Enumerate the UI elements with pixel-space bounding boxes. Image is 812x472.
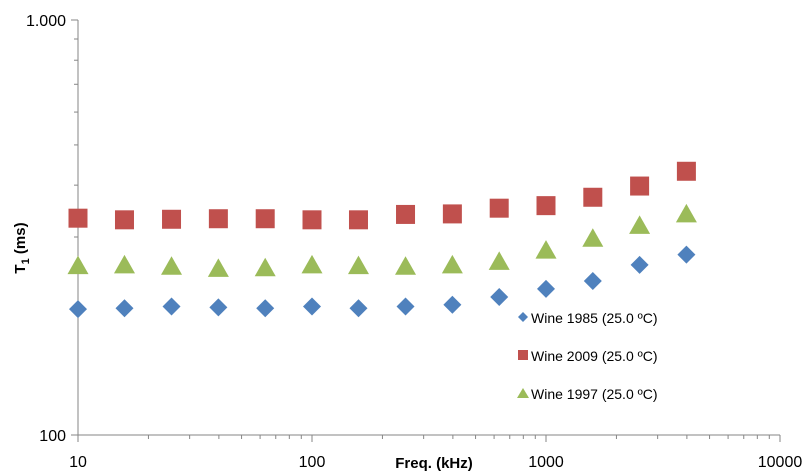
data-point [677,245,696,264]
data-point [162,209,182,229]
data-point [442,204,462,224]
data-point [443,295,462,314]
legend-item-wine-1997: Wine 1997 (25.0 ºC) [517,386,658,402]
data-point [396,297,415,316]
series-diamond [69,245,696,319]
data-point [347,255,369,275]
x-axis-title: Freq. (kHz) [395,455,473,472]
legend-item-wine-1985: Wine 1985 (25.0 ºC) [518,310,658,326]
data-point [536,196,556,216]
y-ticks [71,19,78,436]
data-point [256,299,275,318]
y-axis-title-subscript: 1 [20,258,32,264]
data-point [583,187,603,207]
legend-item-wine-2009: Wine 2009 (25.0 ºC) [518,348,658,364]
data-point [441,254,463,274]
x-tick-label-10000: 10000 [758,454,803,471]
data-point [675,203,697,223]
data-point [395,256,417,275]
legend-marker-triangle [517,388,529,398]
data-point [349,299,368,318]
legend-label-wine-2009: Wine 2009 (25.0 ºC) [531,348,658,364]
data-point [69,300,87,319]
data-point [630,255,649,274]
data-point [161,256,183,275]
data-point [162,297,181,316]
data-point [396,204,416,224]
y-axis-title-main: T [12,264,29,273]
data-point [208,209,228,229]
data-point [676,161,696,181]
data-point [68,208,88,228]
data-point [537,279,555,298]
data-point [582,228,604,247]
legend-label-wine-1997: Wine 1997 (25.0 ºC) [531,386,658,402]
data-point [630,176,650,196]
legend-marker-diamond [518,312,528,322]
data-point [255,209,275,229]
data-markers [67,161,697,319]
x-tick-label-1000: 1000 [528,454,564,471]
x-tick-label-100: 100 [299,454,326,471]
data-point [490,288,509,307]
legend: Wine 1985 (25.0 ºC) Wine 2009 (25.0 ºC) … [517,310,658,402]
legend-label-wine-1985: Wine 1985 (25.0 ºC) [531,310,658,326]
data-point [489,198,509,218]
data-point [302,210,322,230]
y-tick-label-100: 100 [39,428,66,445]
series-triangle [67,203,697,277]
y-axis-title-unit: (ms) [12,222,29,258]
data-point [348,210,368,230]
plot-area [67,19,781,442]
data-point [254,257,276,277]
y-tick-label-1000: 1.000 [26,13,66,30]
data-point [67,255,89,275]
series-square [68,161,696,230]
x-tick-label-10: 10 [69,454,87,471]
data-point [583,272,602,291]
data-point [209,298,228,317]
y-axis-title: T1 (ms) [12,222,32,273]
data-point [303,297,321,316]
x-ticks [77,435,781,442]
data-point [115,299,134,318]
data-point [113,254,135,274]
data-point [488,251,510,270]
data-point [114,210,134,230]
data-point [207,258,229,277]
legend-marker-square [518,350,528,360]
data-point [535,240,557,259]
data-point [629,215,651,234]
data-point [301,254,323,274]
